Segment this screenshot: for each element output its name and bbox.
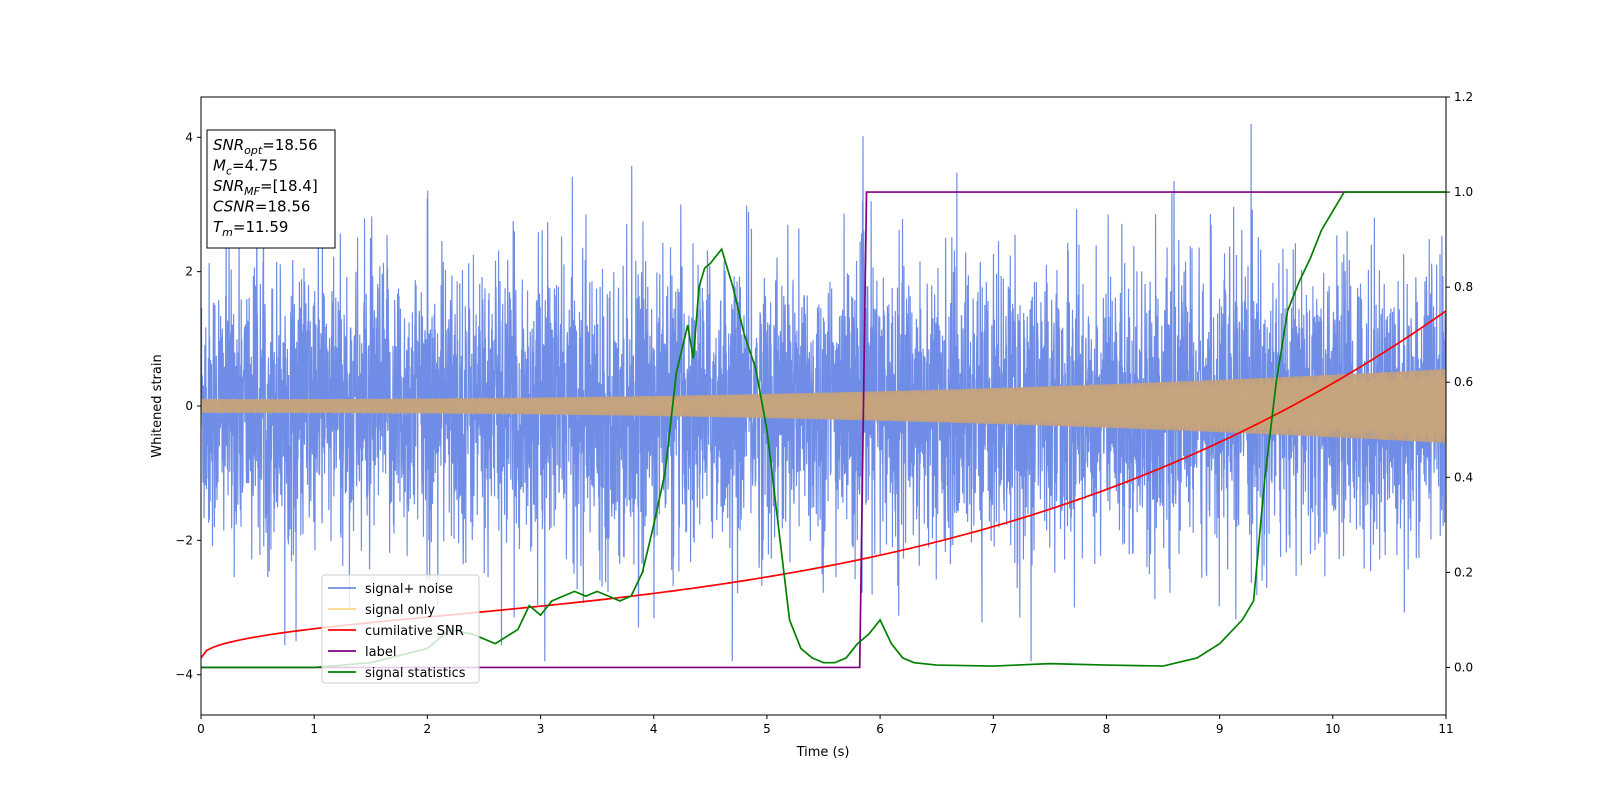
x-tick-label: 5 (763, 722, 771, 736)
legend: signal+ noise signal only cumilative SNR la… (321, 574, 480, 684)
annotation-line: CSNR=18.56 (213, 198, 310, 216)
y2-tick-label: 0.0 (1454, 660, 1473, 674)
annotation-line: SNRopt=18.56 (213, 136, 318, 157)
y2-tick-label: 0.8 (1454, 280, 1473, 294)
legend-label: signal only (365, 603, 435, 618)
label-line (201, 191, 1446, 669)
y2-tick-label: 0.6 (1454, 375, 1473, 389)
x-tick-label: 3 (537, 722, 545, 736)
signal-only-envelope (201, 369, 1446, 443)
legend-frame (321, 574, 480, 684)
signal-only-series (201, 369, 1446, 443)
annotation-frame (206, 129, 336, 249)
x-tick-label: 7 (989, 722, 997, 736)
legend-label: signal statistics (365, 666, 466, 681)
x-tick-label: 9 (1216, 722, 1224, 736)
signal-noise-line (201, 123, 1446, 662)
x-tick-label: 10 (1325, 722, 1340, 736)
y-tick-label: 0 (185, 399, 193, 413)
y-tick-label: 2 (185, 265, 193, 279)
signal-noise-series (201, 123, 1446, 662)
x-tick-label: 0 (197, 722, 205, 736)
y-tick-label: 4 (185, 130, 193, 144)
axes: 0 1 2 3 4 5 6 7 8 9 10 11 −4 −2 0 2 4 0.0 0.2 0.4 0.6 0.8 1.0 1… (175, 90, 1473, 736)
y-tick-label: −2 (175, 533, 193, 547)
x-axis-label: Time (s) (796, 745, 850, 760)
annotation-line: Mc=4.75 (213, 157, 278, 178)
y-axis-label: Whitened strain (150, 354, 165, 457)
legend-label: signal+ noise (365, 582, 453, 597)
annotation-line: Tm=11.59 (213, 218, 288, 239)
y2-tick-label: 1.0 (1454, 185, 1473, 199)
y2-tick-label: 0.4 (1454, 470, 1473, 484)
x-tick-label: 1 (310, 722, 318, 736)
y-tick-label: −4 (175, 668, 193, 682)
x-tick-label: 8 (1103, 722, 1111, 736)
annotation-box: SNRopt=18.56Mc=4.75SNRMF=[18.4]CSNR=18.5… (206, 129, 336, 249)
x-tick-label: 4 (650, 722, 658, 736)
x-tick-label: 6 (876, 722, 884, 736)
x-tick-label: 2 (424, 722, 432, 736)
y2-tick-label: 0.2 (1454, 565, 1473, 579)
x-tick-label: 11 (1438, 722, 1453, 736)
y2-tick-label: 1.2 (1454, 90, 1473, 104)
legend-label: cumilative SNR (365, 624, 464, 639)
annotation-line: SNRMF=[18.4] (213, 177, 318, 198)
signal-statistics-line (201, 191, 1446, 669)
legend-label: label (365, 645, 396, 660)
